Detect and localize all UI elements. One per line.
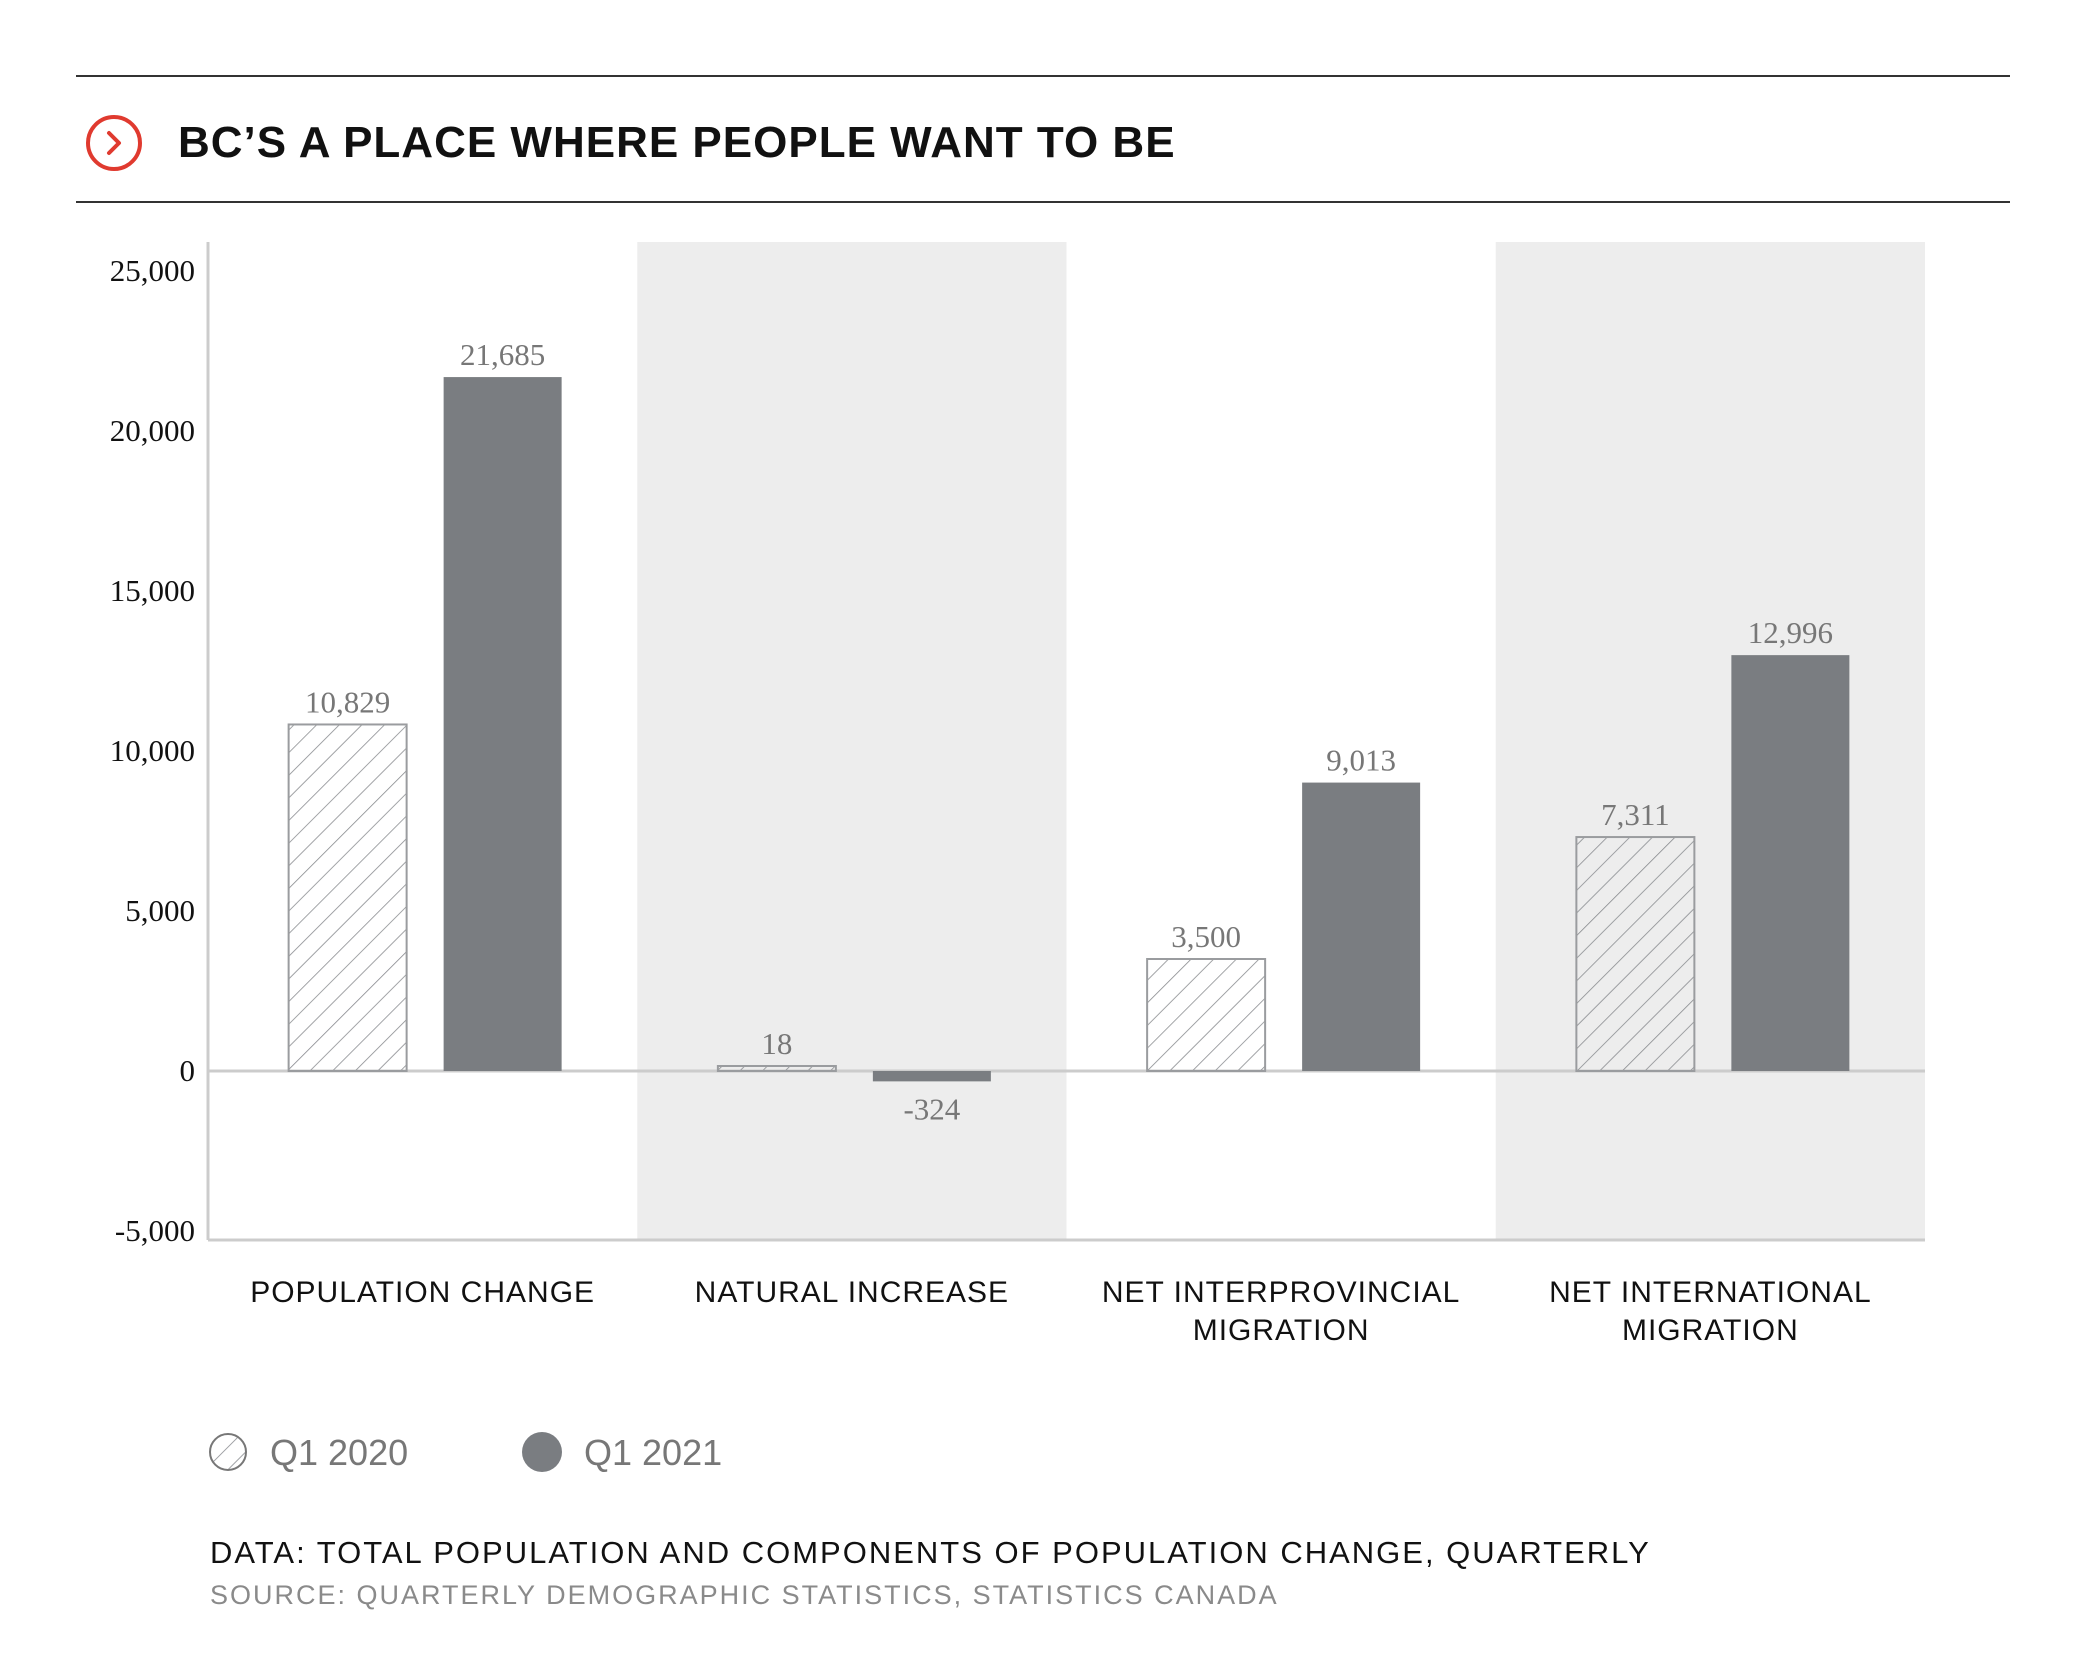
bar-q1-2020	[1575, 836, 1696, 1072]
legend-label: Q1 2021	[584, 1432, 722, 1473]
bar-value-label: 21,685	[460, 337, 545, 372]
top-divider	[76, 75, 2010, 77]
category-label: NET INTERNATIONAL	[1549, 1276, 1872, 1309]
y-tick-label: 20,000	[110, 413, 195, 448]
bar-value-label: 18	[761, 1026, 792, 1061]
header-divider	[76, 201, 2010, 203]
bar-chart: 25,000 20,000 15,000 10,000 5,000 0 -5,000 10,8…	[110, 242, 1925, 1473]
y-tick-label: -5,000	[115, 1213, 195, 1248]
category-band	[1495, 242, 1925, 1240]
bar-q1-2021	[1302, 782, 1421, 1071]
bar-value-label: 7,311	[1601, 797, 1670, 832]
source-note: SOURCE: QUARTERLY DEMOGRAPHIC STATISTICS…	[210, 1580, 1279, 1610]
legend-swatch-q1-2021	[522, 1432, 562, 1472]
bar-q1-2021	[1731, 655, 1850, 1071]
bar-q1-2021	[443, 377, 562, 1072]
bar-q1-2021	[872, 1071, 991, 1082]
y-tick-label: 10,000	[110, 733, 195, 768]
bar-q1-2020	[287, 723, 408, 1072]
bar-value-label: -324	[903, 1091, 960, 1126]
category-label: NET INTERPROVINCIAL	[1102, 1276, 1461, 1309]
category-label: MIGRATION	[1622, 1314, 1799, 1347]
category-label: MIGRATION	[1193, 1314, 1370, 1347]
bar-value-label: 10,829	[305, 684, 390, 719]
y-tick-label: 25,000	[110, 253, 195, 288]
y-tick-label: 5,000	[125, 893, 195, 928]
bar-q1-2020	[716, 1065, 837, 1072]
category-label: POPULATION CHANGE	[250, 1276, 595, 1309]
bar-value-label: 12,996	[1748, 615, 1833, 650]
legend-label: Q1 2020	[270, 1432, 408, 1473]
chevron-right-circle-icon	[86, 115, 142, 171]
legend-swatch-q1-2020	[209, 1433, 247, 1471]
category-label: NATURAL INCREASE	[695, 1276, 1009, 1309]
bar-value-label: 3,500	[1171, 919, 1241, 954]
page-title: BC’S A PLACE WHERE PEOPLE WANT TO BE	[178, 118, 1176, 167]
category-band	[637, 242, 1067, 1240]
chart-header: BC’S A PLACE WHERE PEOPLE WANT TO BE	[84, 110, 1176, 176]
y-tick-label: 0	[180, 1053, 196, 1088]
y-tick-label: 15,000	[110, 573, 195, 608]
bar-q1-2020	[1146, 958, 1267, 1072]
bar-value-label: 9,013	[1326, 743, 1396, 778]
data-note: DATA: TOTAL POPULATION AND COMPONENTS OF…	[210, 1535, 1651, 1570]
